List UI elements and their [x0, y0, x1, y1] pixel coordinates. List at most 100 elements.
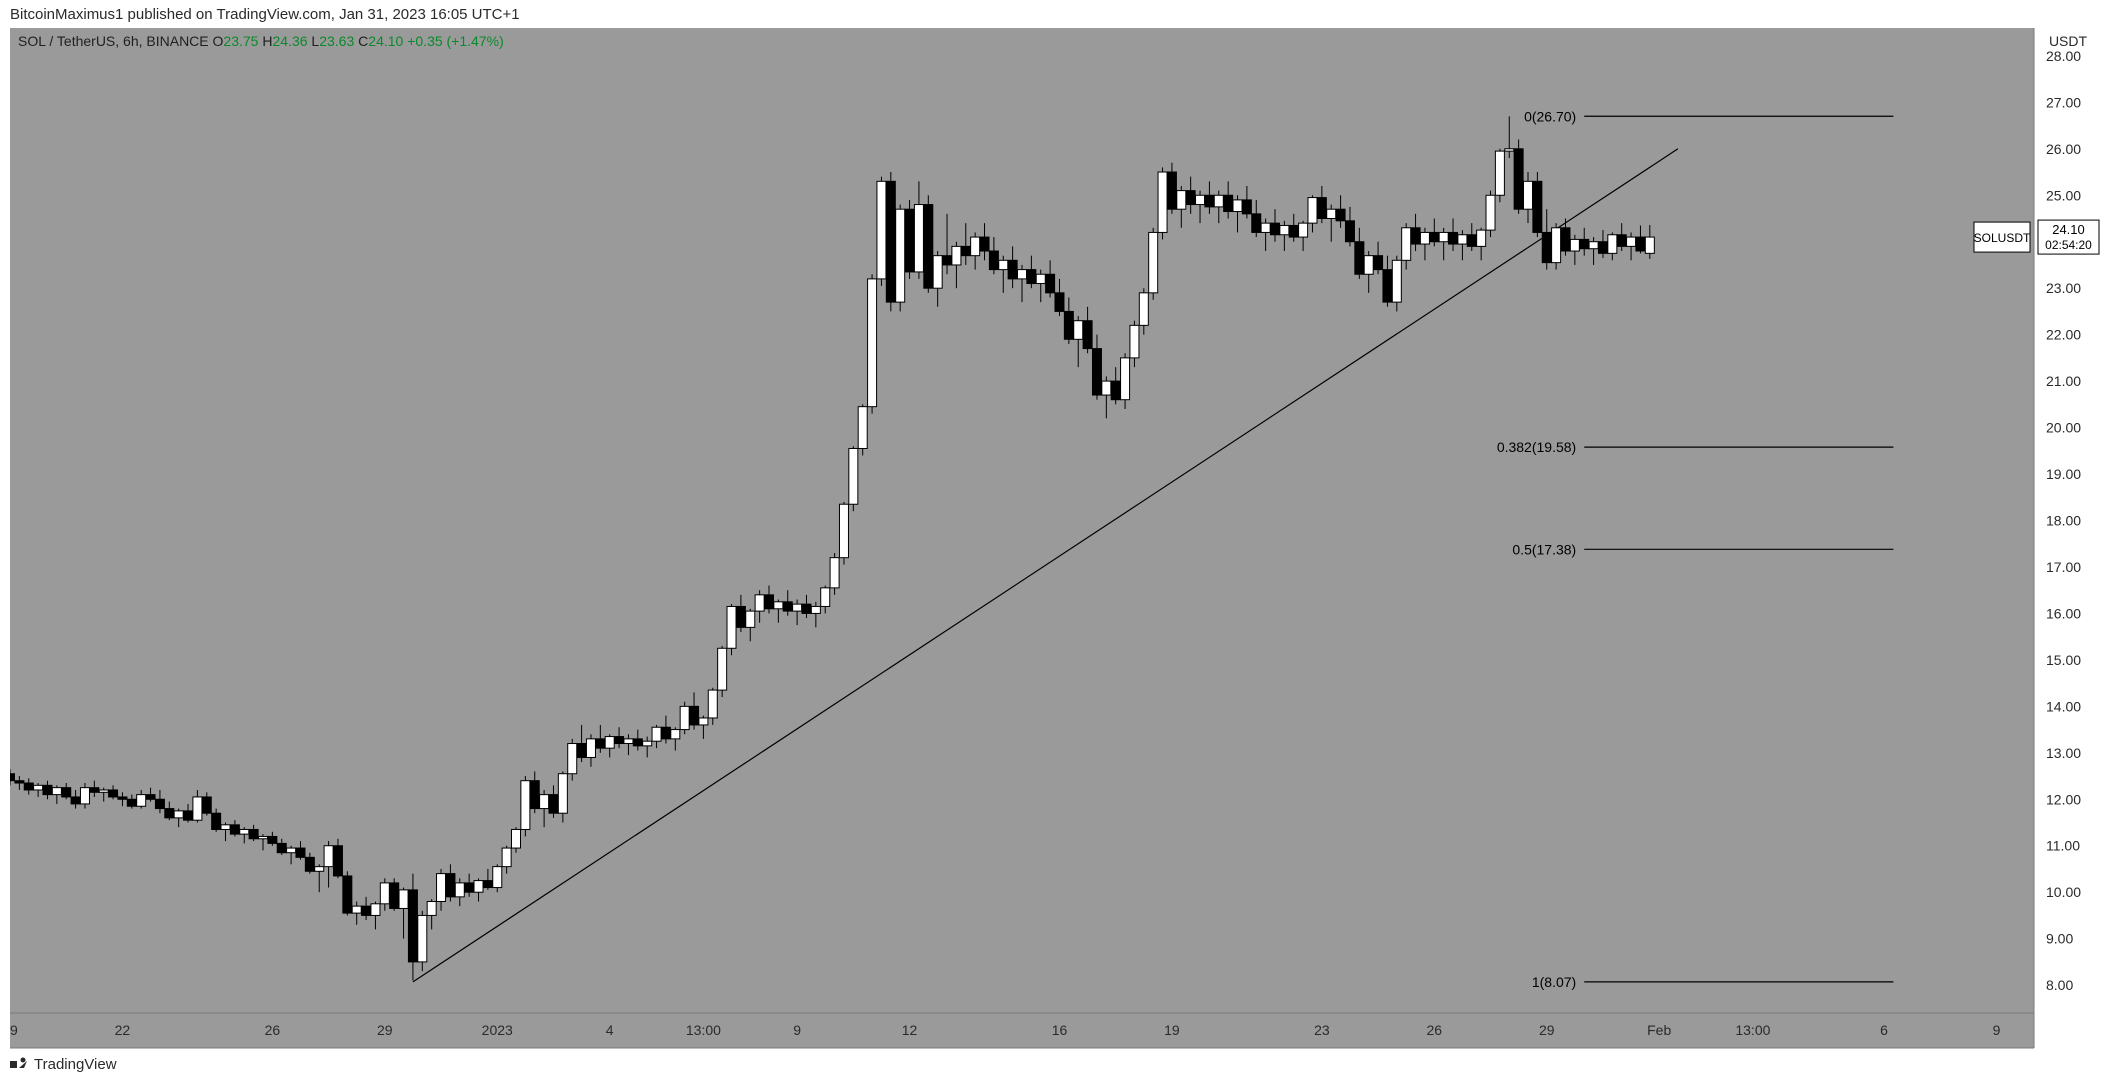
- candle-body[interactable]: [371, 904, 380, 916]
- candle-body[interactable]: [1111, 381, 1120, 400]
- candle-body[interactable]: [1336, 209, 1345, 221]
- candle-body[interactable]: [483, 881, 492, 888]
- candle-body[interactable]: [1458, 235, 1467, 244]
- candle-body[interactable]: [399, 890, 408, 909]
- candle-body[interactable]: [1055, 293, 1064, 312]
- candle-body[interactable]: [521, 781, 530, 830]
- candle-body[interactable]: [1280, 225, 1289, 234]
- candle-body[interactable]: [1046, 274, 1055, 293]
- candle-body[interactable]: [296, 848, 305, 857]
- candle-body[interactable]: [1420, 232, 1429, 244]
- candle-body[interactable]: [418, 915, 427, 961]
- candle-body[interactable]: [690, 706, 699, 725]
- candle-body[interactable]: [90, 788, 99, 793]
- candle-body[interactable]: [821, 588, 830, 607]
- candle-body[interactable]: [259, 836, 268, 838]
- candle-body[interactable]: [1467, 235, 1476, 247]
- candle-body[interactable]: [605, 737, 614, 749]
- candle-body[interactable]: [661, 727, 670, 739]
- candle-body[interactable]: [390, 883, 399, 909]
- candle-body[interactable]: [362, 906, 371, 915]
- candle-body[interactable]: [980, 237, 989, 251]
- candle-body[interactable]: [999, 260, 1008, 269]
- candle-body[interactable]: [62, 788, 71, 797]
- candle-body[interactable]: [455, 883, 464, 897]
- candle-body[interactable]: [287, 848, 296, 853]
- candle-body[interactable]: [1317, 198, 1326, 219]
- candle-body[interactable]: [1514, 149, 1523, 209]
- candle-body[interactable]: [1608, 235, 1617, 254]
- candle-body[interactable]: [1505, 149, 1514, 151]
- candle-body[interactable]: [1524, 181, 1533, 209]
- candle-body[interactable]: [1636, 237, 1645, 251]
- candle-body[interactable]: [868, 279, 877, 407]
- candle-body[interactable]: [1177, 191, 1186, 210]
- candle-body[interactable]: [652, 727, 661, 741]
- candle-body[interactable]: [1402, 228, 1411, 261]
- candle-body[interactable]: [905, 209, 914, 272]
- candle-body[interactable]: [1289, 225, 1298, 237]
- candle-body[interactable]: [305, 857, 314, 871]
- candle-body[interactable]: [1158, 172, 1167, 232]
- candle-body[interactable]: [118, 797, 127, 799]
- candle-body[interactable]: [727, 606, 736, 648]
- candle-body[interactable]: [886, 181, 895, 302]
- candle-body[interactable]: [427, 901, 436, 915]
- candle-body[interactable]: [1495, 151, 1504, 195]
- candle-body[interactable]: [202, 797, 211, 813]
- candle-body[interactable]: [1233, 200, 1242, 212]
- candle-body[interactable]: [127, 799, 136, 806]
- candle-body[interactable]: [1186, 191, 1195, 205]
- candle-body[interactable]: [1552, 228, 1561, 263]
- candle-body[interactable]: [1617, 235, 1626, 247]
- candle-body[interactable]: [502, 848, 511, 867]
- candle-body[interactable]: [1627, 237, 1636, 246]
- candle-body[interactable]: [671, 730, 680, 739]
- candle-body[interactable]: [1149, 232, 1158, 292]
- candle-body[interactable]: [1533, 181, 1542, 232]
- candle-body[interactable]: [1271, 223, 1280, 235]
- candle-body[interactable]: [146, 795, 155, 800]
- candle-body[interactable]: [1486, 195, 1495, 230]
- candle-body[interactable]: [1345, 221, 1354, 242]
- candle-body[interactable]: [155, 799, 164, 808]
- candle-body[interactable]: [1374, 256, 1383, 270]
- candle-body[interactable]: [1064, 311, 1073, 339]
- candle-body[interactable]: [914, 205, 923, 272]
- candle-body[interactable]: [971, 237, 980, 256]
- candle-body[interactable]: [212, 813, 221, 829]
- candle-body[interactable]: [1542, 232, 1551, 262]
- candle-body[interactable]: [558, 774, 567, 813]
- candle-body[interactable]: [708, 690, 717, 718]
- candle-body[interactable]: [474, 881, 483, 893]
- candle-body[interactable]: [137, 795, 146, 807]
- candle-body[interactable]: [1167, 172, 1176, 209]
- candle-body[interactable]: [736, 606, 745, 627]
- candle-body[interactable]: [765, 595, 774, 609]
- candle-body[interactable]: [1027, 270, 1036, 284]
- candle-body[interactable]: [1561, 228, 1570, 251]
- candle-body[interactable]: [839, 504, 848, 557]
- candle-body[interactable]: [184, 811, 193, 820]
- candle-body[interactable]: [43, 785, 52, 794]
- candle-body[interactable]: [1392, 260, 1401, 302]
- candle-body[interactable]: [324, 846, 333, 867]
- candle-body[interactable]: [615, 737, 624, 744]
- candle-body[interactable]: [493, 867, 502, 888]
- candle-body[interactable]: [380, 883, 389, 904]
- candle-body[interactable]: [1430, 232, 1439, 241]
- candle-body[interactable]: [774, 602, 783, 609]
- candle-body[interactable]: [1224, 195, 1233, 211]
- candle-body[interactable]: [1074, 321, 1083, 340]
- candle-body[interactable]: [1364, 256, 1373, 275]
- candle-body[interactable]: [1598, 242, 1607, 254]
- candle-body[interactable]: [1083, 321, 1092, 349]
- candle-body[interactable]: [512, 829, 521, 848]
- candle-body[interactable]: [1449, 232, 1458, 244]
- candle-body[interactable]: [1589, 242, 1598, 249]
- candle-body[interactable]: [680, 706, 689, 729]
- price-chart[interactable]: USDT8.009.0010.0011.0012.0013.0014.0015.…: [10, 28, 2103, 1058]
- candle-body[interactable]: [633, 739, 642, 746]
- candle-body[interactable]: [165, 809, 174, 818]
- candle-body[interactable]: [465, 883, 474, 892]
